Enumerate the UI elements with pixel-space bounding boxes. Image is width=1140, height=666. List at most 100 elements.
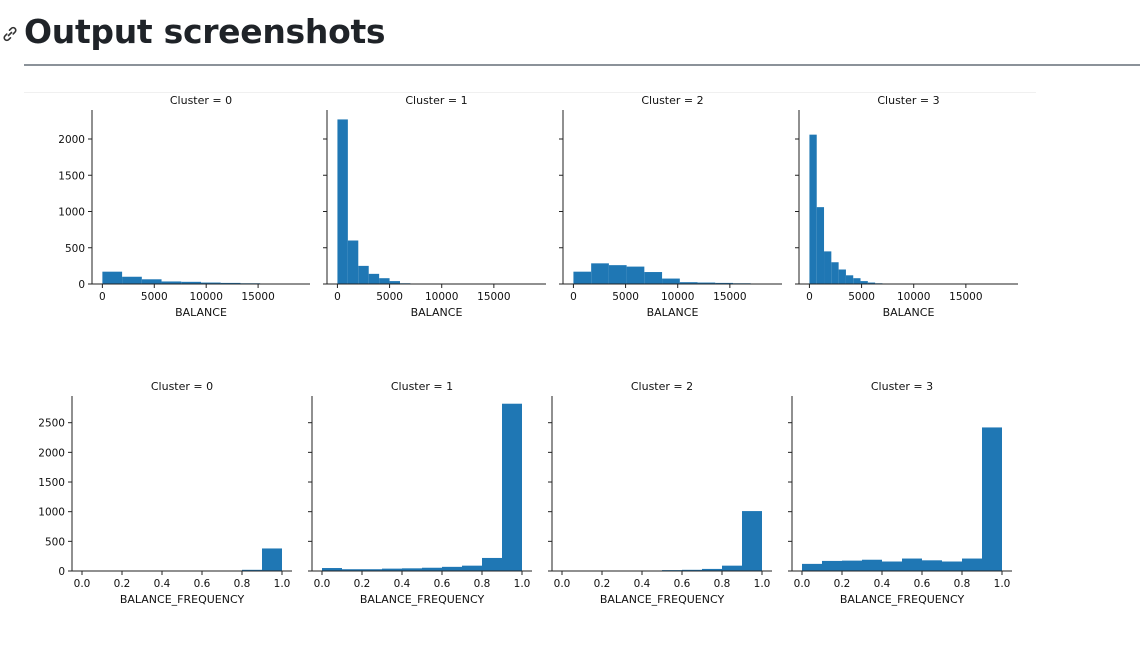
heading-divider: [24, 64, 1140, 66]
x-tick-label: 0: [570, 291, 577, 303]
y-tick-label: 500: [65, 243, 85, 255]
x-tick-label: 15000: [949, 291, 982, 303]
x-tick-label: 0.0: [74, 578, 91, 590]
x-axis-label: BALANCE_FREQUENCY: [360, 593, 485, 606]
x-axis-label: BALANCE_FREQUENCY: [600, 593, 725, 606]
histogram-bar: [742, 511, 762, 571]
histogram-bar: [722, 565, 742, 571]
x-axis-label: BALANCE: [175, 306, 227, 319]
y-tick-label: 0: [58, 566, 65, 578]
histogram-bar: [662, 278, 680, 284]
histogram-bar: [682, 569, 702, 571]
panel-title: Cluster = 1: [405, 94, 467, 107]
x-tick-label: 5000: [141, 291, 168, 303]
panel-title: Cluster = 0: [170, 94, 232, 107]
x-tick-label: 5000: [612, 291, 639, 303]
link-icon[interactable]: [0, 24, 20, 44]
x-tick-label: 0.2: [114, 578, 131, 590]
histogram-bar: [608, 265, 627, 284]
x-tick-label: 0.0: [314, 578, 331, 590]
x-tick-label: 0: [334, 291, 341, 303]
histogram-bar: [697, 282, 716, 284]
histogram-bar: [462, 565, 482, 571]
histogram-bar: [591, 263, 609, 284]
x-tick-label: 0.2: [594, 578, 611, 590]
x-tick-label: 0.8: [474, 578, 491, 590]
histogram-bar: [860, 281, 868, 284]
y-tick-label: 1000: [58, 207, 85, 219]
histogram-bar: [358, 265, 369, 285]
x-tick-label: 0.2: [354, 578, 371, 590]
x-tick-label: 0.8: [234, 578, 251, 590]
panel-title: Cluster = 3: [877, 94, 939, 107]
histogram-bar: [822, 560, 842, 571]
histogram-bar: [262, 548, 282, 571]
histogram-bar: [422, 567, 442, 571]
histogram-bar: [382, 568, 402, 571]
histogram-bar: [402, 568, 422, 571]
x-tick-label: 1.0: [274, 578, 291, 590]
y-tick-label: 1500: [38, 477, 65, 489]
y-tick-label: 1000: [38, 507, 65, 519]
heading-row: Output screenshots: [0, 8, 1140, 58]
x-tick-label: 0.6: [434, 578, 451, 590]
x-tick-label: 0.0: [554, 578, 571, 590]
x-tick-label: 0.4: [634, 578, 651, 590]
histogram-panel-6: 0.0 0.2 0.4 0.6 0.8 1.0 Cluster = 1 BALANCE_FRE…: [308, 380, 532, 606]
histogram-bar: [502, 403, 522, 571]
histogram-bar: [679, 282, 698, 284]
histogram-bar: [322, 568, 342, 571]
x-tick-label: 5000: [376, 291, 403, 303]
histogram-bar: [702, 568, 722, 571]
x-tick-label: 1.0: [514, 578, 531, 590]
histogram-panel-2: 0 5000 10000 15000 Cluster = 1 BALANCE: [323, 94, 546, 319]
y-tick-label: 2500: [38, 418, 65, 430]
histogram-bar: [368, 273, 380, 284]
x-tick-label: 0: [99, 291, 106, 303]
histogram-bar: [838, 269, 846, 284]
x-tick-label: 5000: [848, 291, 875, 303]
histogram-bar: [824, 251, 832, 285]
histogram-bar: [882, 561, 902, 571]
x-tick-label: 0.4: [154, 578, 171, 590]
x-axis-label: BALANCE: [883, 306, 935, 319]
histogram-panel-3: 0 5000 10000 15000 Cluster = 2 BALANCE: [559, 94, 782, 319]
histogram-bar: [862, 559, 882, 571]
histogram-bar: [842, 560, 862, 571]
histogram-panel-5: 0 500 1000 1500 2000 2500 0.0 0.2 0.4 0.6 0.8 1.0 Cl…: [38, 380, 292, 606]
panel-title: Cluster = 2: [631, 380, 693, 393]
histogram-panel-4: 0 5000 10000 15000 Cluster = 3 BALANCE: [795, 94, 1018, 319]
x-tick-label: 0.8: [954, 578, 971, 590]
y-tick-label: 2000: [58, 134, 85, 146]
y-tick-label: 2000: [38, 447, 65, 459]
panel-title: Cluster = 0: [151, 380, 213, 393]
histogram-bar: [161, 281, 182, 284]
histogram-bar: [201, 282, 221, 284]
x-axis-label: BALANCE: [647, 306, 699, 319]
x-tick-label: 10000: [661, 291, 694, 303]
histogram-bar: [242, 569, 262, 571]
histogram-bar: [122, 276, 142, 284]
histogram-bar: [379, 278, 390, 284]
histogram-bar: [342, 569, 362, 571]
x-axis-label: BALANCE: [411, 306, 463, 319]
panel-title: Cluster = 3: [871, 380, 933, 393]
x-tick-label: 1.0: [754, 578, 771, 590]
histogram-bar: [867, 282, 876, 284]
histogram-bar: [102, 271, 123, 284]
x-tick-label: 0.4: [394, 578, 411, 590]
figure-border: [24, 92, 1036, 93]
histogram-panel-1: 0 500 1000 1500 2000 0 5000 10000 15000 Cluster =…: [58, 94, 310, 319]
histogram-bar: [337, 119, 348, 285]
y-tick-label: 0: [78, 279, 85, 291]
x-tick-label: 15000: [241, 291, 274, 303]
histogram-bar: [626, 266, 645, 284]
x-axis-label: BALANCE_FREQUENCY: [840, 593, 965, 606]
x-tick-label: 0.4: [874, 578, 891, 590]
y-tick-label: 500: [45, 536, 65, 548]
y-tick-label: 1500: [58, 170, 85, 182]
histogram-bar: [902, 558, 922, 571]
histogram-bar: [347, 240, 359, 284]
histogram-bar: [922, 560, 942, 571]
